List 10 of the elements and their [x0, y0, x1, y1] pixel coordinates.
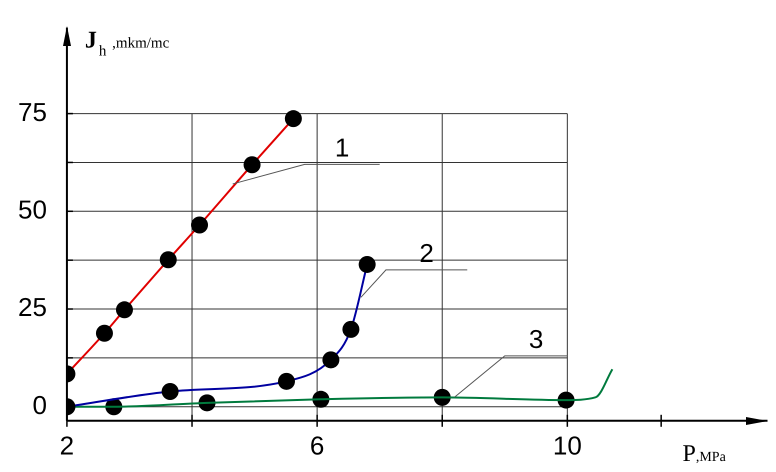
y-tick-label: 25 — [18, 292, 47, 322]
y-tick-label: 75 — [18, 96, 47, 127]
x-tick-label: 10 — [552, 430, 582, 461]
x-tick-label: 6 — [310, 430, 324, 461]
y-tick-label: 0 — [32, 390, 47, 420]
series-label: 1 — [334, 132, 350, 163]
series-label: 3 — [528, 324, 544, 354]
x-axis-title: P,MPa — [682, 440, 727, 467]
y-tick-label: 50 — [18, 194, 47, 224]
x-tick-label: 2 — [60, 430, 74, 461]
